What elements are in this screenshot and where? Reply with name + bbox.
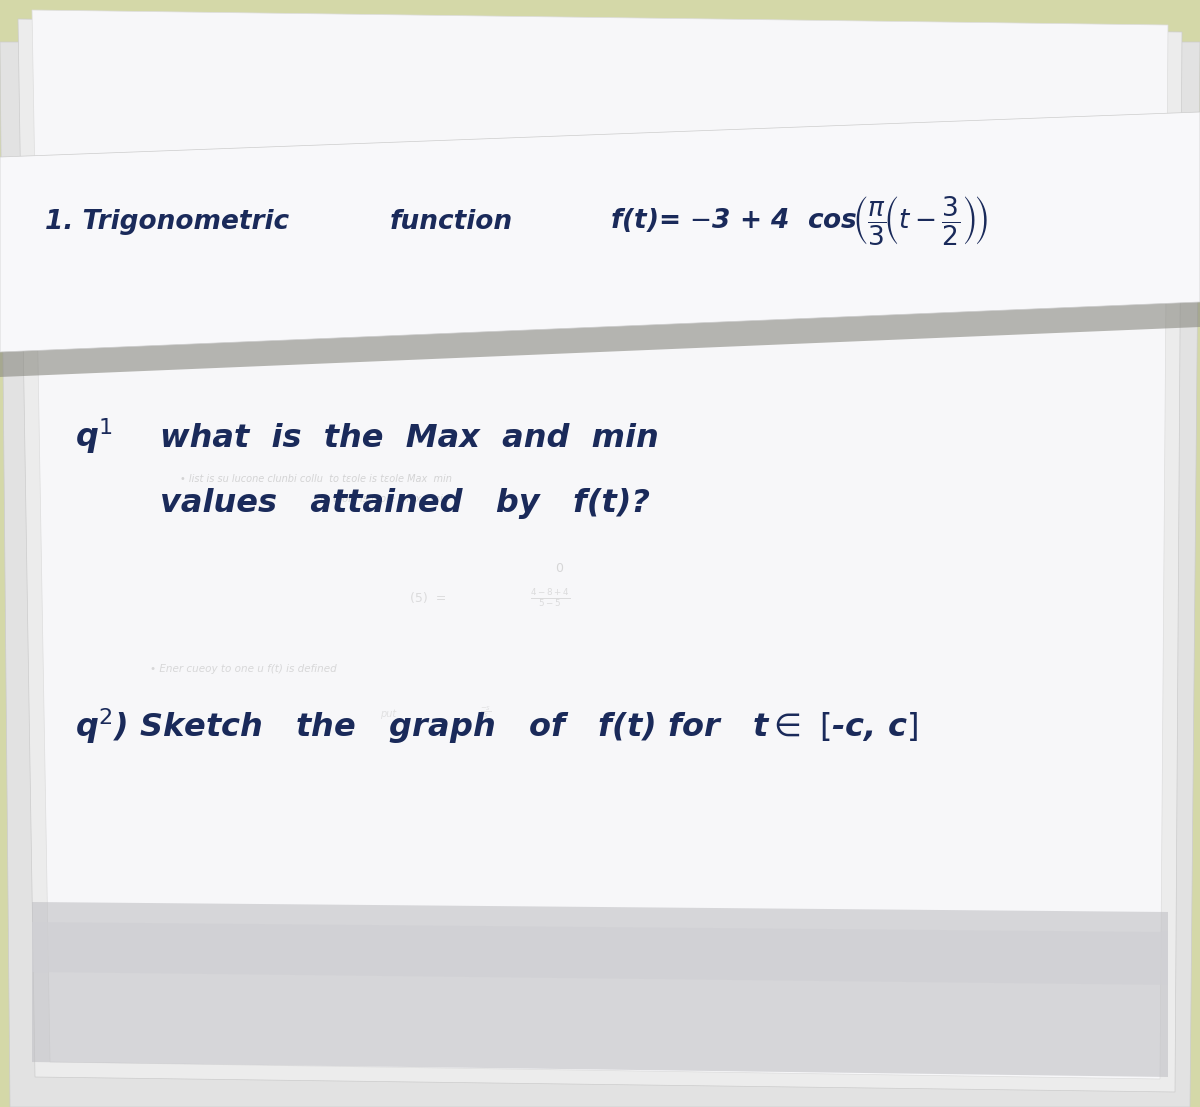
Polygon shape (0, 297, 1200, 377)
Text: $\frac{4-8+4}{5-5}$: $\frac{4-8+4}{5-5}$ (530, 588, 570, 609)
Polygon shape (32, 922, 1168, 985)
Text: • list is su lucone clunbi collu  to tεole is tεole Max  min: • list is su lucone clunbi collu to tεol… (180, 474, 452, 484)
Text: put: put (380, 708, 396, 720)
Polygon shape (18, 19, 1182, 1092)
Text: what  is  the  Max  and  min: what is the Max and min (160, 423, 659, 454)
Text: (5)  =: (5) = (410, 592, 446, 606)
Text: q$^2$) Sketch   the   graph   of   f(t) for   t$\in$ $[$-c, c$]$: q$^2$) Sketch the graph of f(t) for t$\i… (74, 706, 918, 746)
Text: 1. Trigonometric: 1. Trigonometric (46, 209, 289, 235)
Polygon shape (32, 902, 1168, 1077)
Polygon shape (0, 112, 1200, 352)
Text: function: function (390, 209, 514, 235)
Polygon shape (32, 10, 1168, 1079)
Text: to tεole is tεole  Max   min: to tεole is tεole Max min (320, 494, 449, 504)
Text: q$^1$: q$^1$ (74, 416, 113, 456)
Text: values   attained   by   f(t)?: values attained by f(t)? (160, 488, 650, 519)
Polygon shape (0, 42, 1200, 1107)
Text: f(t)= $-$3 + 4  cos$\!\left(\dfrac{\pi}{3}\!\left(t-\dfrac{3}{2}\right)\!\right): f(t)= $-$3 + 4 cos$\!\left(\dfrac{\pi}{3… (610, 195, 988, 248)
Text: 0: 0 (554, 562, 563, 575)
Text: • Ener cueoy to one u f(t) is defined: • Ener cueoy to one u f(t) is defined (150, 664, 337, 674)
Text: $\frac{-s}{s}$: $\frac{-s}{s}$ (480, 704, 491, 720)
